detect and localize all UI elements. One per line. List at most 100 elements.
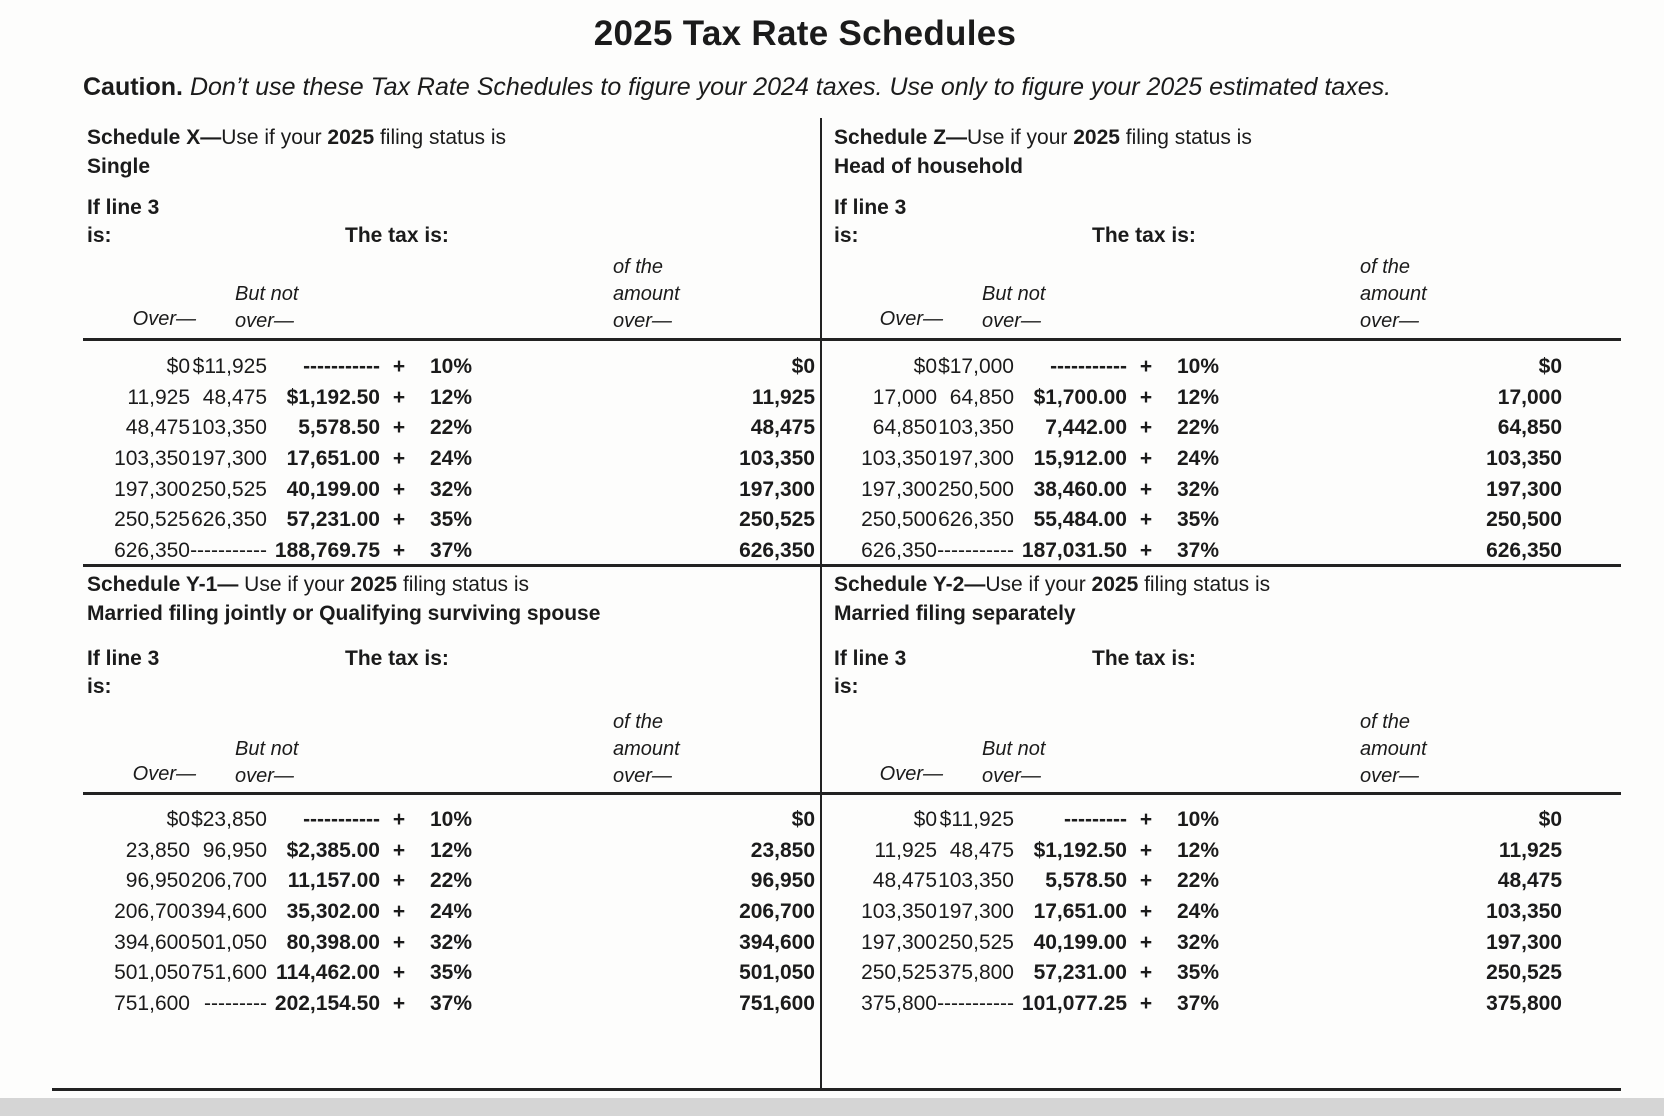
over-cell: 250,525	[861, 961, 937, 985]
page-bottom-bar	[0, 1098, 1664, 1116]
but-not-line2: over—	[235, 765, 294, 787]
amount-line3: over—	[613, 765, 672, 787]
over-cell: 501,050	[114, 961, 190, 985]
base-tax-cell: 11,157.00	[287, 869, 380, 893]
plus-sign: +	[392, 869, 406, 893]
tax-bracket-row: $0 $11,925 ----------- +10% $0	[83, 352, 815, 383]
over-cell: 751,600	[114, 991, 190, 1015]
schedule-year: 2025	[350, 573, 398, 596]
tax-bracket-row: 394,600 501,050 80,398.00 +32% 394,600	[83, 927, 815, 958]
amount-over-cell: 103,350	[1486, 447, 1562, 471]
tax-is-label: The tax is:	[1092, 224, 1196, 247]
rate-cell: 32%	[1177, 930, 1220, 954]
amount-over-cell: 11,925	[751, 385, 815, 409]
over-cell: 64,850	[872, 416, 937, 440]
rate-cell: 24%	[430, 447, 473, 471]
amount-over-cell: 23,850	[750, 838, 815, 862]
but-not-line2: over—	[982, 765, 1041, 787]
schedule-title: Schedule Z—Use if your 2025 filing statu…	[834, 126, 1252, 150]
rate-cell: 10%	[1177, 355, 1220, 379]
schedule-name: Schedule Y-2—	[834, 573, 986, 596]
amount-line2: amount	[1360, 738, 1427, 760]
base-tax-cell: 114,462.00	[276, 961, 380, 985]
over-cell: 394,600	[114, 930, 190, 954]
amount-line1: of the	[613, 711, 664, 733]
plus-sign: +	[1139, 930, 1153, 954]
caution-note: Caution. Don’t use these Tax Rate Schedu…	[83, 73, 1391, 102]
but-not-line2: over—	[235, 310, 294, 332]
tax-is-label: The tax is:	[345, 224, 449, 247]
amount-line2: amount	[613, 283, 680, 305]
schedule-year: 2025	[1073, 126, 1120, 149]
but-not-over-cell: 48,475	[202, 385, 267, 409]
over-cell: 11,925	[127, 385, 190, 409]
rate-cell: 37%	[1177, 538, 1220, 562]
plus-sign: +	[1139, 991, 1153, 1015]
rate-cell: 12%	[430, 385, 473, 409]
tax-bracket-row: 250,525 375,800 57,231.00 +35% 250,525	[830, 958, 1562, 989]
over-cell: $0	[166, 808, 190, 832]
over-cell: $0	[166, 355, 190, 379]
vertical-divider	[820, 118, 822, 1090]
schedule-year: 2025	[1091, 573, 1139, 596]
filing-status: Head of household	[834, 155, 1023, 178]
amount-over-cell: 250,500	[1486, 508, 1562, 532]
if-line3-label: If line 3	[834, 196, 907, 219]
but-not-over-column-header: But not over—	[982, 736, 1045, 790]
rate-cell: 35%	[430, 508, 473, 532]
but-not-over-cell: 250,525	[938, 930, 1014, 954]
tax-bracket-row: 626,350 ----------- 187,031.50 +37% 626,350	[830, 536, 1562, 567]
horizontal-rule	[52, 1088, 1621, 1091]
tax-bracket-row: 103,350 197,300 17,651.00 +24% 103,350	[83, 444, 815, 475]
over-cell: 103,350	[861, 900, 937, 924]
amount-over-cell: 11,925	[1498, 838, 1562, 862]
schedule-name: Schedule Z—	[834, 126, 968, 149]
tax-bracket-row: $0 $11,925 --------- +10% $0	[830, 805, 1562, 836]
tax-bracket-row: 96,950 206,700 11,157.00 +22% 96,950	[83, 866, 815, 897]
over-cell: 375,800	[861, 991, 937, 1015]
amount-line1: of the	[1360, 711, 1411, 733]
plus-sign: +	[392, 477, 406, 501]
amount-line3: over—	[613, 310, 672, 332]
amount-over-cell: 394,600	[739, 930, 815, 954]
tax-bracket-row: 48,475 103,350 5,578.50 +22% 48,475	[83, 413, 815, 444]
but-not-over-cell: -----------	[937, 991, 1014, 1015]
amount-over-cell: 626,350	[1486, 538, 1562, 562]
over-cell: 197,300	[861, 930, 937, 954]
rate-cell: 22%	[430, 416, 473, 440]
base-tax-cell: 38,460.00	[1033, 477, 1127, 501]
but-not-over-column-header: But not over—	[235, 281, 298, 335]
tax-bracket-row: 11,925 48,475 $1,192.50 +12% 11,925	[83, 383, 815, 414]
rate-cell: 22%	[1177, 416, 1220, 440]
tax-bracket-row: 250,525 626,350 57,231.00 +35% 250,525	[83, 505, 815, 536]
over-cell: 197,300	[861, 477, 937, 501]
tax-bracket-row: 751,600 --------- 202,154.50 +37% 751,600	[83, 989, 815, 1020]
over-cell: 250,500	[861, 508, 937, 532]
base-tax-cell: 187,031.50	[1021, 538, 1127, 562]
schedule-suffix: filing status is	[1119, 126, 1252, 149]
base-tax-cell: ---------	[1064, 808, 1127, 832]
over-cell: 48,475	[872, 869, 937, 893]
amount-over-cell: 64,850	[1497, 416, 1562, 440]
base-tax-cell: $1,192.50	[1033, 838, 1127, 862]
but-not-line1: But not	[235, 738, 299, 760]
base-tax-cell: 40,199.00	[286, 477, 380, 501]
but-not-over-cell: 64,850	[949, 385, 1014, 409]
but-not-line2: over—	[982, 310, 1041, 332]
but-not-over-cell: 197,300	[938, 447, 1014, 471]
schedule-suffix: filing status is	[397, 573, 529, 596]
plus-sign: +	[1139, 900, 1153, 924]
but-not-over-cell: 197,300	[191, 447, 267, 471]
base-tax-cell: 80,398.00	[286, 930, 380, 954]
plus-sign: +	[1139, 508, 1153, 532]
schedule-x-panel: Schedule X—Use if your 2025 filing statu…	[83, 118, 815, 564]
amount-over-column-header: of the amount over—	[1360, 709, 1427, 790]
plus-sign: +	[1139, 808, 1153, 832]
plus-sign: +	[392, 838, 406, 862]
plus-sign: +	[1139, 385, 1153, 409]
base-tax-cell: $1,192.50	[286, 385, 380, 409]
tax-bracket-row: 23,850 96,950 $2,385.00 +12% 23,850	[83, 836, 815, 867]
schedule-use-text: Use if your	[238, 573, 351, 596]
base-tax-cell: 202,154.50	[274, 991, 380, 1015]
